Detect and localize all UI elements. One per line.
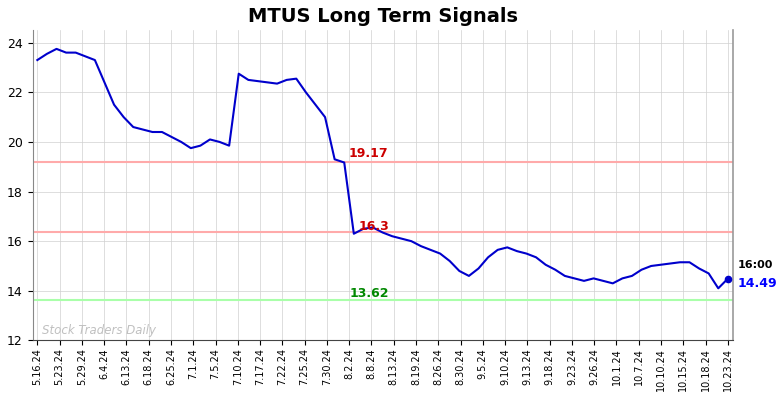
Point (721, 275, 734, 282)
Title: MTUS Long Term Signals: MTUS Long Term Signals (248, 7, 517, 26)
Text: 16:00: 16:00 (738, 259, 773, 269)
Text: Stock Traders Daily: Stock Traders Daily (42, 324, 156, 337)
Text: 19.17: 19.17 (349, 147, 389, 160)
Text: 13.62: 13.62 (349, 287, 389, 300)
Text: 16.3: 16.3 (358, 220, 390, 233)
Text: 14.49: 14.49 (738, 277, 777, 290)
